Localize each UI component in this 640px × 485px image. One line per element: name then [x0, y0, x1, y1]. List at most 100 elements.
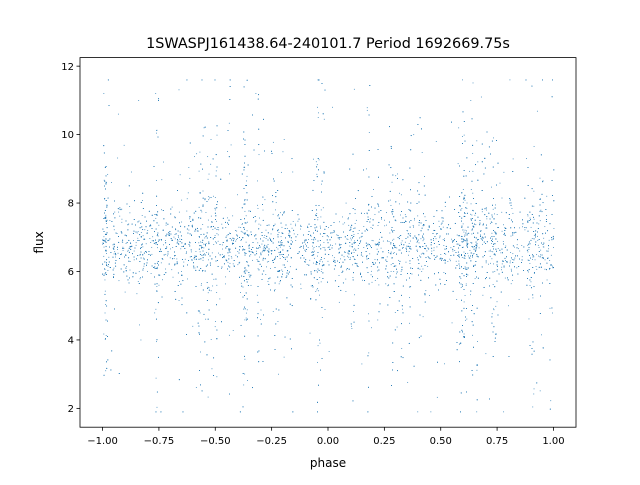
- data-point: [320, 216, 322, 218]
- data-point: [155, 242, 156, 243]
- data-point: [290, 239, 292, 241]
- data-point: [250, 284, 252, 286]
- data-point: [226, 235, 228, 237]
- data-point: [114, 251, 116, 253]
- data-point: [359, 237, 360, 239]
- data-point: [216, 304, 217, 306]
- data-point: [241, 223, 243, 225]
- data-point: [313, 237, 315, 239]
- data-point: [143, 239, 145, 240]
- data-point: [421, 271, 423, 272]
- data-point: [278, 373, 279, 375]
- data-point: [105, 246, 107, 248]
- data-point: [139, 324, 140, 326]
- data-point: [463, 231, 465, 233]
- data-point: [210, 290, 212, 292]
- data-point: [444, 248, 446, 250]
- data-point: [422, 235, 423, 237]
- data-point: [553, 228, 555, 229]
- data-point: [302, 242, 303, 244]
- data-point: [176, 242, 178, 243]
- data-point: [338, 238, 340, 240]
- data-point: [443, 245, 445, 246]
- data-point: [384, 225, 386, 227]
- data-point: [518, 299, 520, 300]
- data-point: [153, 240, 154, 242]
- data-point: [409, 247, 411, 249]
- data-point: [281, 240, 282, 241]
- data-point: [106, 253, 107, 254]
- data-point: [494, 270, 496, 272]
- data-point: [128, 223, 130, 225]
- data-point: [503, 224, 504, 226]
- data-point: [155, 93, 157, 94]
- data-point: [546, 262, 548, 264]
- data-point: [417, 215, 419, 217]
- data-point: [380, 247, 382, 249]
- data-point: [512, 253, 514, 255]
- data-point: [300, 257, 302, 259]
- data-point: [191, 225, 193, 227]
- data-point: [391, 181, 393, 183]
- data-point: [377, 225, 379, 226]
- data-point: [550, 400, 552, 402]
- data-point: [393, 252, 395, 253]
- data-point: [550, 254, 552, 256]
- data-point: [254, 221, 256, 223]
- data-point: [330, 232, 332, 233]
- data-point: [528, 318, 530, 320]
- data-point: [510, 252, 512, 253]
- data-point: [352, 208, 354, 209]
- data-point: [264, 249, 266, 251]
- data-point: [464, 229, 466, 231]
- data-point: [509, 262, 511, 264]
- data-point: [480, 238, 482, 240]
- data-point: [262, 196, 264, 198]
- data-point: [262, 248, 264, 250]
- data-point: [114, 211, 116, 213]
- data-point: [521, 256, 523, 258]
- data-point: [133, 250, 135, 252]
- data-point: [185, 253, 187, 255]
- data-point: [372, 228, 373, 229]
- data-point: [258, 361, 260, 363]
- data-point: [257, 268, 259, 270]
- data-point: [459, 165, 460, 167]
- data-point: [390, 205, 392, 206]
- data-point: [147, 270, 148, 272]
- data-point: [136, 232, 138, 234]
- data-point: [314, 270, 315, 272]
- data-point: [122, 241, 124, 243]
- data-point: [388, 241, 390, 242]
- data-point: [215, 170, 217, 172]
- data-point: [277, 321, 279, 322]
- data-point: [226, 246, 228, 247]
- data-point: [280, 236, 282, 238]
- data-point: [408, 242, 410, 244]
- data-point: [227, 252, 229, 254]
- data-point: [415, 237, 417, 238]
- data-point: [184, 258, 186, 260]
- data-point: [200, 351, 201, 353]
- data-point: [345, 251, 347, 253]
- data-point: [548, 239, 550, 241]
- data-point: [529, 285, 531, 286]
- data-point: [179, 241, 181, 243]
- data-point: [494, 341, 496, 342]
- data-point: [410, 240, 411, 242]
- data-point: [313, 239, 315, 241]
- data-point: [227, 151, 229, 152]
- data-point: [491, 186, 492, 188]
- data-point: [209, 255, 211, 257]
- data-point: [105, 370, 107, 372]
- data-point: [280, 171, 282, 173]
- data-point: [144, 229, 146, 231]
- data-point: [368, 352, 370, 354]
- data-point: [174, 238, 176, 240]
- data-point: [493, 309, 495, 311]
- data-point: [427, 247, 429, 249]
- data-point: [178, 300, 180, 301]
- data-point: [315, 270, 317, 272]
- data-point: [374, 214, 376, 215]
- data-point: [465, 268, 466, 270]
